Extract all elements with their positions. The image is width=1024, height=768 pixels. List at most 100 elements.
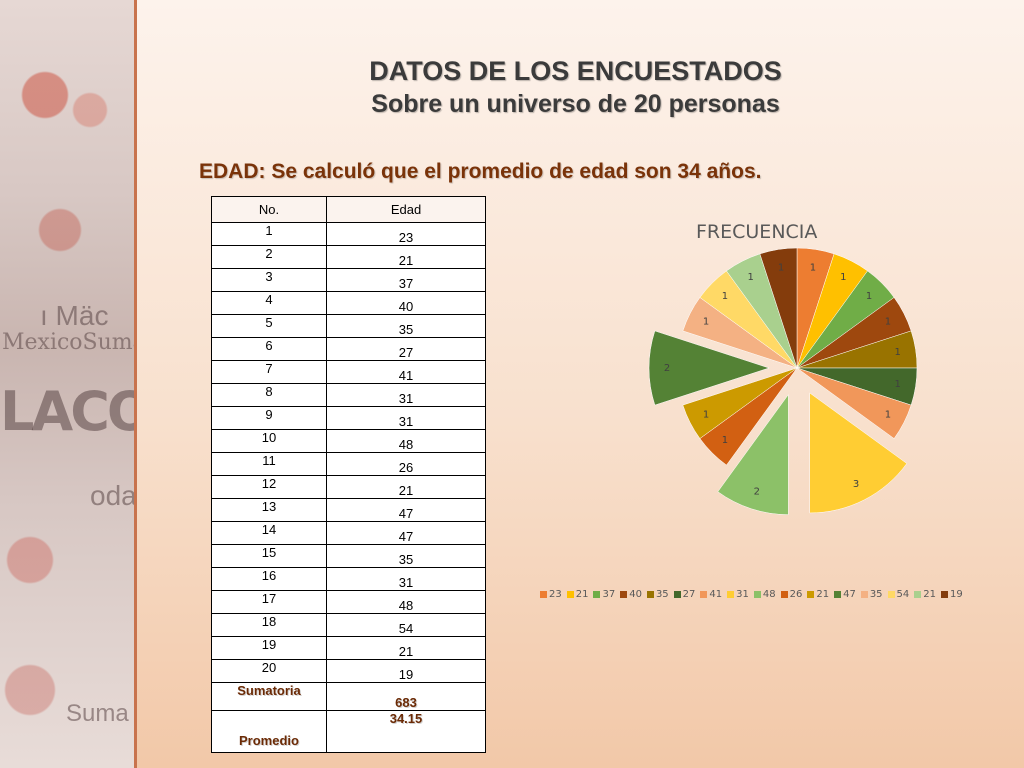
pie-data-label: 1 (885, 409, 891, 420)
row-age: 21 (326, 475, 486, 499)
chart-legend: 23 21 37 40 35 27 41 31 48 26 21 47 35 54 21 19 (540, 589, 963, 600)
pie-data-label: 1 (722, 435, 728, 446)
legend-swatch (540, 591, 547, 598)
frame-divider (134, 0, 137, 768)
row-number: 20 (211, 659, 327, 683)
legend-swatch (727, 591, 735, 598)
legend-label: 19 (950, 589, 963, 600)
row-age: 31 (326, 567, 486, 591)
row-number: 17 (211, 590, 327, 614)
row-age: 35 (326, 544, 486, 568)
legend-swatch (860, 591, 868, 598)
legend-label: 35 (869, 589, 883, 600)
row-number: 19 (211, 636, 327, 660)
legend-item: 47 (834, 589, 856, 600)
legend-swatch (887, 591, 895, 598)
pie-slice-47 (648, 330, 770, 406)
legend-label: 31 (736, 589, 749, 600)
table-row: 17 48 (211, 590, 486, 614)
table-row: 14 47 (211, 521, 486, 545)
legend-label: 40 (629, 589, 642, 600)
legend-item: 26 (780, 589, 803, 600)
legend-label: 35 (655, 589, 669, 600)
row-age: 47 (326, 498, 486, 522)
legend-item: 35 (646, 589, 669, 600)
row-age: 31 (326, 383, 486, 407)
table-row: 11 26 (211, 452, 486, 476)
pie-data-label: 1 (895, 379, 901, 390)
legend-swatch (593, 591, 601, 598)
pie-data-label: 1 (840, 272, 846, 283)
row-number: 8 (211, 383, 327, 407)
legend-item: 54 (887, 589, 910, 600)
legend-label: 27 (682, 589, 696, 600)
pie-data-label: 1 (778, 262, 784, 273)
row-number: 18 (211, 613, 327, 637)
legend-item: 27 (673, 589, 696, 600)
chart-title: FRECUENCIA (696, 221, 818, 243)
legend-item: 19 (941, 589, 963, 600)
pie-slice-41 (796, 367, 912, 439)
row-age: 48 (326, 590, 486, 614)
legend-item: 41 (700, 589, 722, 600)
table-row: 1 23 (211, 222, 486, 246)
legend-item: 35 (860, 589, 883, 600)
legend-swatch (646, 591, 654, 598)
legend-item: 31 (727, 589, 749, 600)
deco-text-mac: ı Mäc (40, 300, 109, 331)
legend-label: 21 (575, 589, 589, 600)
legend-item: 40 (620, 589, 642, 600)
table-row: 2 21 (211, 245, 486, 269)
legend-swatch (941, 591, 949, 598)
legend-label: 23 (549, 589, 562, 600)
legend-item: 21 (807, 589, 829, 600)
table-row: 15 35 (211, 544, 486, 568)
table-row: 18 54 (211, 613, 486, 637)
deco-text-suma: Suma (66, 700, 129, 727)
table-row: 8 31 (211, 383, 486, 407)
row-age: 47 (326, 521, 486, 545)
legend-label: 26 (789, 589, 803, 600)
pie-slice-31 (809, 392, 908, 514)
average-label: Promedio (211, 710, 327, 753)
pie-data-label: 1 (895, 347, 901, 358)
pie-data-label: 2 (754, 487, 760, 498)
legend-swatch (807, 591, 815, 598)
legend-item: 48 (753, 589, 776, 600)
legend-swatch (834, 591, 842, 598)
average-value: 34.15 (326, 710, 486, 753)
row-number: 16 (211, 567, 327, 591)
table-row: 13 47 (211, 498, 486, 522)
legend-item: 21 (914, 589, 936, 600)
legend-swatch (700, 591, 708, 598)
legend-item: 21 (566, 589, 589, 600)
pie-data-label: 1 (722, 291, 728, 302)
legend-label: 21 (816, 589, 830, 600)
legend-item: 23 (540, 589, 562, 600)
slide-subtitle: Sobre un universo de 20 personas (371, 90, 780, 118)
pie-data-label: 1 (866, 291, 872, 302)
pie-slice-19 (759, 247, 798, 369)
row-age: 26 (326, 452, 486, 476)
pie-data-label: 2 (664, 363, 670, 374)
table-row: 16 31 (211, 567, 486, 591)
pie-data-label: 1 (810, 262, 816, 273)
row-number: 9 (211, 406, 327, 430)
sum-value: 683 (326, 682, 486, 711)
legend-label: 54 (896, 589, 910, 600)
pie-data-label: 1 (703, 317, 709, 328)
pie-data-label: 3 (853, 479, 859, 490)
legend-swatch (620, 591, 628, 598)
legend-label: 41 (709, 589, 723, 600)
pie-data-label: 1 (703, 409, 709, 420)
row-number: 11 (211, 452, 327, 476)
legend-label: 21 (923, 589, 937, 600)
row-number: 10 (211, 429, 327, 453)
legend-label: 48 (762, 589, 776, 600)
row-number: 14 (211, 521, 327, 545)
deco-text-mexicosuma: MexicoSuma (2, 330, 146, 355)
age-table: No. Edad 1 23 2 21 3 37 4 40 5 35 6 27 7 41 8 31 9 31 10 48… (211, 196, 486, 753)
header-no: No. (211, 196, 327, 223)
slide-title: DATOS DE LOS ENCUESTADOS (369, 56, 782, 86)
